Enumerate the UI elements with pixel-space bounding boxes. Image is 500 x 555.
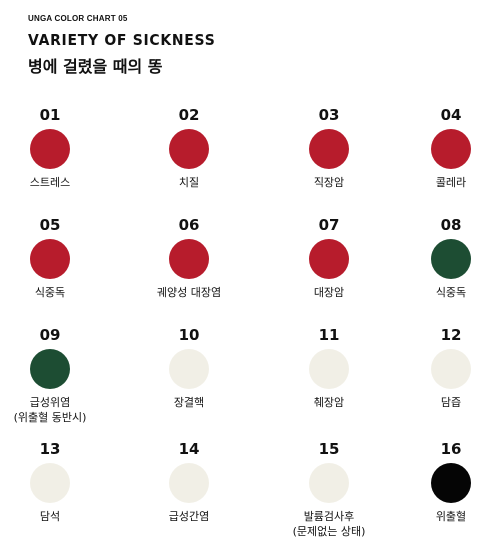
swatch-number: 05 — [39, 216, 61, 234]
swatch-label: 담즙 — [391, 395, 500, 410]
swatch-label: 위출혈 — [391, 509, 500, 524]
swatch-label: 대장암 — [269, 285, 389, 300]
swatch-label-name: 발륨검사후 — [303, 510, 355, 523]
swatch-label-name: 장결핵 — [173, 396, 205, 409]
swatch-number: 06 — [178, 216, 200, 234]
color-swatch — [30, 349, 70, 389]
swatch-label: 급성간염 — [129, 509, 249, 524]
swatch-number: 08 — [440, 216, 462, 234]
swatch-label: 콜레라 — [391, 175, 500, 190]
swatch-label: 발륨검사후 (문제없는 상태) — [269, 509, 389, 539]
swatch-number: 03 — [318, 106, 340, 124]
color-swatch — [309, 349, 349, 389]
swatch-label-name: 치질 — [178, 176, 200, 189]
swatch-label-name: 식중독 — [34, 286, 66, 299]
color-swatch — [309, 239, 349, 279]
swatch-label: 궤양성 대장염 — [129, 285, 249, 300]
color-swatch — [169, 349, 209, 389]
color-swatch — [431, 129, 471, 169]
swatch-number: 15 — [318, 440, 340, 458]
swatch-label-name: 식중독 — [435, 286, 467, 299]
color-swatch — [30, 239, 70, 279]
swatch-number: 01 — [39, 106, 61, 124]
swatch-label-name: 담즙 — [440, 396, 462, 409]
swatch-label: 췌장암 — [269, 395, 389, 410]
swatch-label-name: 위출혈 — [435, 510, 467, 523]
swatch-number: 09 — [39, 326, 61, 344]
swatch-number: 11 — [318, 326, 340, 344]
swatch-label-name: 궤양성 대장염 — [156, 286, 222, 299]
swatch-label-name: 직장암 — [313, 176, 345, 189]
swatch-label-name: 췌장암 — [313, 396, 345, 409]
color-swatch — [309, 129, 349, 169]
swatch-label-name: 대장암 — [313, 286, 345, 299]
chart-kicker: UNGA COLOR CHART 05 — [28, 14, 128, 23]
swatch-number: 14 — [178, 440, 200, 458]
swatch-label: 식중독 — [391, 285, 500, 300]
swatch-label: 급성위염 (위출혈 동반시) — [0, 395, 110, 425]
color-swatch — [309, 463, 349, 503]
color-swatch — [30, 129, 70, 169]
swatch-number: 12 — [440, 326, 462, 344]
color-swatch — [169, 129, 209, 169]
color-swatch — [169, 239, 209, 279]
swatch-label-name: 급성위염 — [29, 396, 71, 409]
color-swatch — [431, 463, 471, 503]
swatch-label: 치질 — [129, 175, 249, 190]
color-swatch — [30, 463, 70, 503]
chart-subtitle: 병에 걸렸을 때의 똥 — [28, 57, 163, 76]
swatch-label-name: 스트레스 — [29, 176, 71, 189]
swatch-label: 장결핵 — [129, 395, 249, 410]
swatch-number: 07 — [318, 216, 340, 234]
swatch-label-name: 급성간염 — [168, 510, 210, 523]
color-swatch — [431, 239, 471, 279]
color-swatch — [169, 463, 209, 503]
swatch-label-name: 담석 — [39, 510, 61, 523]
swatch-label-name: 콜레라 — [435, 176, 467, 189]
swatch-label: 직장암 — [269, 175, 389, 190]
chart-title: VARIETY OF SICKNESS — [28, 31, 216, 49]
swatch-label: 스트레스 — [0, 175, 110, 190]
color-swatch — [431, 349, 471, 389]
swatch-label-note: (위출혈 동반시) — [13, 411, 87, 424]
swatch-number: 02 — [178, 106, 200, 124]
swatch-number: 10 — [178, 326, 200, 344]
swatch-number: 13 — [39, 440, 61, 458]
swatch-label: 식중독 — [0, 285, 110, 300]
swatch-label: 담석 — [0, 509, 110, 524]
swatch-number: 04 — [440, 106, 462, 124]
swatch-label-note: (문제없는 상태) — [292, 525, 366, 538]
swatch-number: 16 — [440, 440, 462, 458]
